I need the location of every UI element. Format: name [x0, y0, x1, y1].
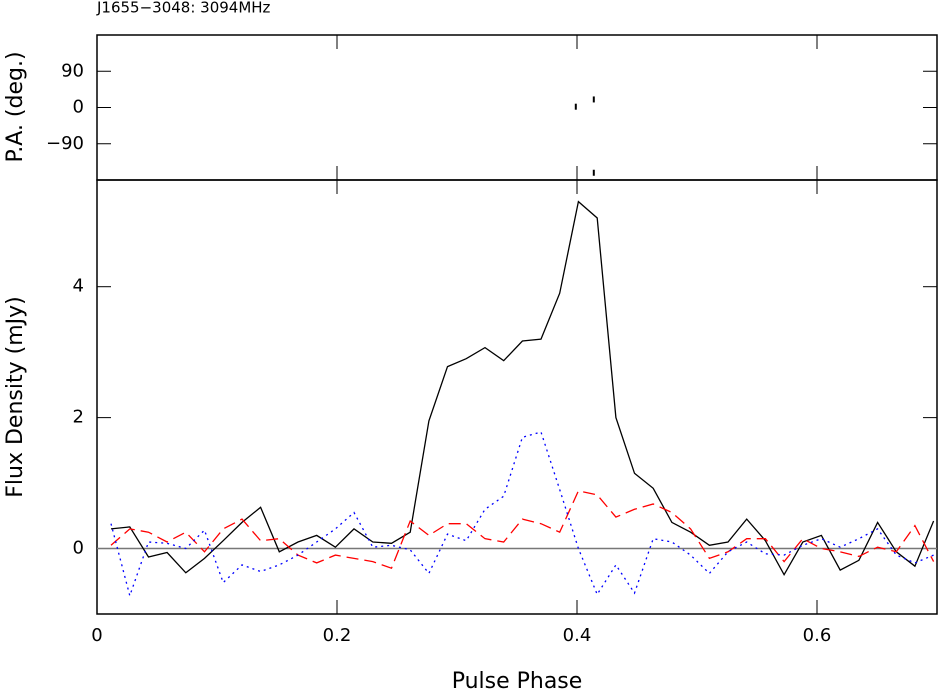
x-axis-label: Pulse Phase [452, 669, 583, 693]
plot-frame [96, 179, 938, 615]
x-tick-label: 0.2 [323, 625, 352, 646]
y-tick-label: 0 [73, 538, 84, 559]
profile-line [110, 490, 935, 570]
profile-line [110, 431, 934, 598]
y-axis-label: P.A. (deg.) [3, 51, 28, 162]
y-tick-label: 90 [61, 60, 84, 81]
y-tick-label: −90 [46, 133, 84, 154]
plot-frame [96, 34, 938, 181]
y-tick-label: 4 [73, 276, 84, 297]
chart-title: J1655−3048: 3094MHz [96, 0, 271, 17]
y-tick-label: 2 [73, 407, 84, 428]
x-tick-label: 0 [91, 625, 102, 646]
x-tick-label: 0.4 [563, 625, 592, 646]
y-axis-label: Flux Density (mJy) [3, 296, 28, 497]
y-tick-label: 0 [73, 97, 84, 118]
x-tick-label: 0.6 [803, 625, 832, 646]
profile-line [110, 200, 935, 577]
